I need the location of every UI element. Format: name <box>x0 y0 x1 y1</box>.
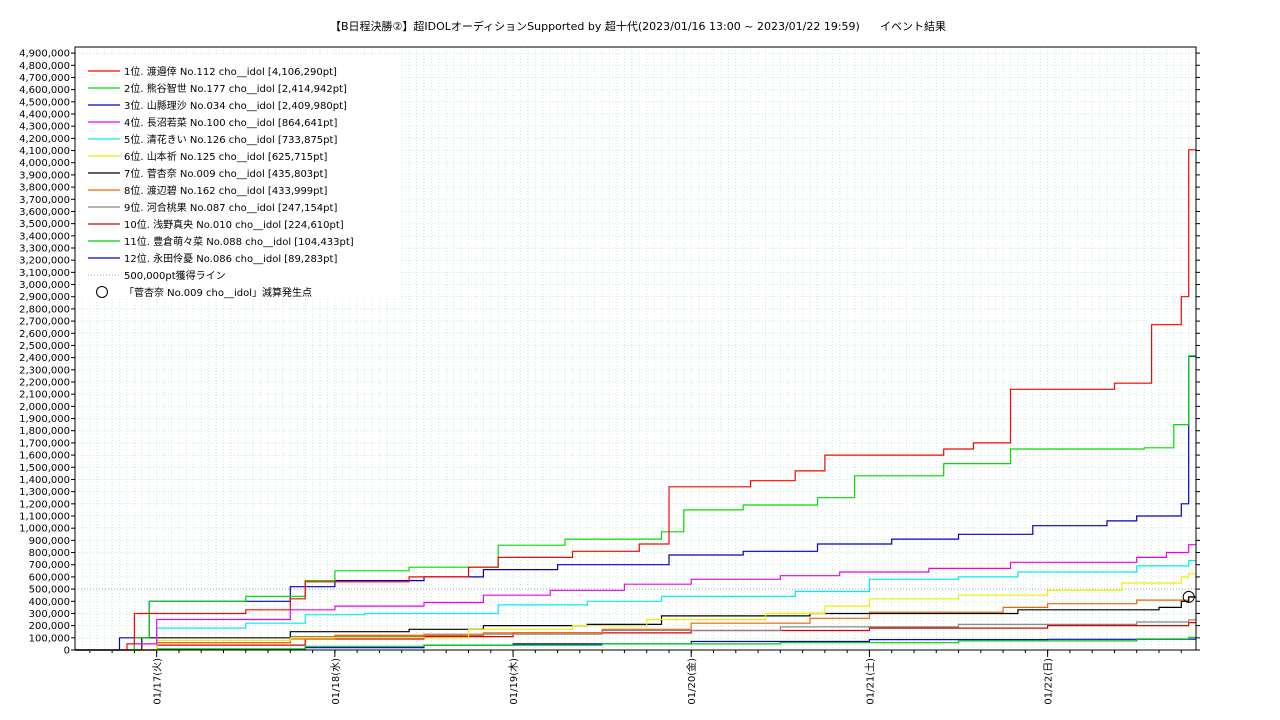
legend-label: 1位. 渡邉倖 No.112 cho__idol [4,106,290pt] <box>124 65 337 78</box>
series-line <box>75 573 1196 651</box>
y-tick-label: 2,200,000 <box>19 378 70 389</box>
x-tick-label: 01/22(日) <box>1044 658 1055 705</box>
series-line <box>75 636 1196 651</box>
plot-frame <box>74 46 1197 651</box>
legend-label-reference: 500,000pt獲得ライン <box>124 269 226 282</box>
y-tick-label: 3,600,000 <box>19 207 70 218</box>
legend-label: 4位. 長沼若菜 No.100 cho__idol [864,641pt] <box>124 116 337 129</box>
y-tick-label: 2,100,000 <box>19 390 70 401</box>
series-line <box>75 622 1196 651</box>
legend-label: 7位. 菅杏奈 No.009 cho__idol [435,803pt] <box>124 167 327 180</box>
legend-label: 8位. 渡辺碧 No.162 cho__idol [433,999pt] <box>124 184 327 197</box>
y-tick-label: 900,000 <box>29 536 70 547</box>
series-line <box>75 544 1196 651</box>
x-axis: 01/17(火) 01/18(水) 01/19(木) 01/20(金) 01/21(土)… <box>89 650 1182 705</box>
y-tick-label: 3,800,000 <box>19 183 70 194</box>
y-tick-label: 2,700,000 <box>19 317 70 328</box>
y-tick-label: 2,800,000 <box>19 304 70 315</box>
x-tick-label: 01/18(水) <box>330 658 342 705</box>
y-tick-label: 3,500,000 <box>19 219 70 230</box>
y-tick-label: 200,000 <box>29 621 70 632</box>
y-tick-label: 700,000 <box>29 560 70 571</box>
series-line <box>75 596 1196 651</box>
chart-subtitle: イベント結果 <box>880 19 946 33</box>
series-line <box>75 149 1196 651</box>
y-tick-label: 2,900,000 <box>19 292 70 303</box>
legend-label: 9位. 河合桃果 No.087 cho__idol [247,154pt] <box>124 201 337 214</box>
x-tick-label: 01/21(土) <box>863 658 876 705</box>
chart-title: 【B日程決勝②】超IDOLオーディションSupported by 超十代(202… <box>330 19 860 33</box>
y-tick-label: 1,800,000 <box>19 426 70 437</box>
y-tick-label: 2,400,000 <box>19 353 70 364</box>
y-tick-label: 3,000,000 <box>19 280 70 291</box>
y-tick-label: 400,000 <box>29 597 70 608</box>
y-tick-label: 1,900,000 <box>19 414 70 425</box>
y-tick-label: 100,000 <box>29 633 70 644</box>
legend-label: 2位. 熊谷智世 No.177 cho__idol [2,414,942pt] <box>124 82 347 95</box>
x-tick-label: 01/19(木) <box>508 658 520 705</box>
y-tick-label: 600,000 <box>29 572 70 583</box>
legend-label: 12位. 永田伶憂 No.086 cho__idol [89,283pt] <box>124 252 337 265</box>
y-tick-label: 2,600,000 <box>19 329 70 340</box>
y-tick-label: 1,400,000 <box>19 475 70 486</box>
y-tick-label: 2,500,000 <box>19 341 70 352</box>
x-tick-label: 01/17(火) <box>152 658 164 705</box>
y-tick-label: 4,700,000 <box>19 73 70 84</box>
y-tick-label: 300,000 <box>29 609 70 620</box>
y-tick-label: 500,000 <box>29 585 70 596</box>
legend-label: 11位. 豊倉萌々菜 No.088 cho__idol [104,433pt] <box>124 235 354 248</box>
y-tick-label: 1,100,000 <box>19 512 70 523</box>
y-tick-label: 0 <box>64 646 70 657</box>
legend-label: 10位. 浅野真央 No.010 cho__idol [224,610pt] <box>124 218 344 231</box>
y-tick-label: 3,100,000 <box>19 268 70 279</box>
series-line <box>75 355 1196 651</box>
deduction-marker <box>1182 590 1195 603</box>
legend-marker-icon <box>96 286 108 298</box>
y-tick-label: 4,900,000 <box>19 49 70 60</box>
y-tick-label: 4,100,000 <box>19 146 70 157</box>
y-tick-label: 3,700,000 <box>19 195 70 206</box>
y-tick-label: 3,200,000 <box>19 256 70 267</box>
y-tick-label: 1,600,000 <box>19 451 70 462</box>
series-lines <box>75 149 1196 651</box>
y-tick-label: 4,300,000 <box>19 122 70 133</box>
y-tick-label: 1,000,000 <box>19 524 70 535</box>
y-tick-label: 4,800,000 <box>19 61 70 72</box>
y-tick-label: 2,000,000 <box>19 402 70 413</box>
legend-label: 3位. 山縣理沙 No.034 cho__idol [2,409,980pt] <box>124 99 347 112</box>
y-tick-label: 3,300,000 <box>19 244 70 255</box>
legend-label: 5位. 清花きい No.126 cho__idol [733,875pt] <box>124 133 337 146</box>
y-tick-label: 1,300,000 <box>19 487 70 498</box>
y-tick-label: 4,500,000 <box>19 97 70 108</box>
y-tick-label: 800,000 <box>29 548 70 559</box>
y-tick-label: 1,700,000 <box>19 438 70 449</box>
legend-label-marker: 「菅杏奈 No.009 cho__idol」減算発生点 <box>124 286 312 299</box>
y-tick-label: 2,300,000 <box>19 365 70 376</box>
series-line <box>75 355 1196 651</box>
y-tick-label: 1,500,000 <box>19 463 70 474</box>
y-tick-label: 4,600,000 <box>19 85 70 96</box>
legend: 1位. 渡邉倖 No.112 cho__idol [4,106,290pt] 2位… <box>80 54 400 299</box>
y-tick-label: 4,400,000 <box>19 110 70 121</box>
series-line <box>75 596 1196 651</box>
x-tick-label: 01/20(金) <box>685 658 698 705</box>
y-tick-label: 3,400,000 <box>19 231 70 242</box>
legend-label: 6位. 山本祈 No.125 cho__idol [625,715pt] <box>124 150 327 163</box>
y-tick-label: 4,000,000 <box>19 158 70 169</box>
y-tick-label: 1,200,000 <box>19 499 70 510</box>
y-tick-label: 3,900,000 <box>19 170 70 181</box>
legend-background <box>80 54 400 298</box>
series-line <box>75 560 1196 651</box>
y-tick-label: 4,200,000 <box>19 134 70 145</box>
